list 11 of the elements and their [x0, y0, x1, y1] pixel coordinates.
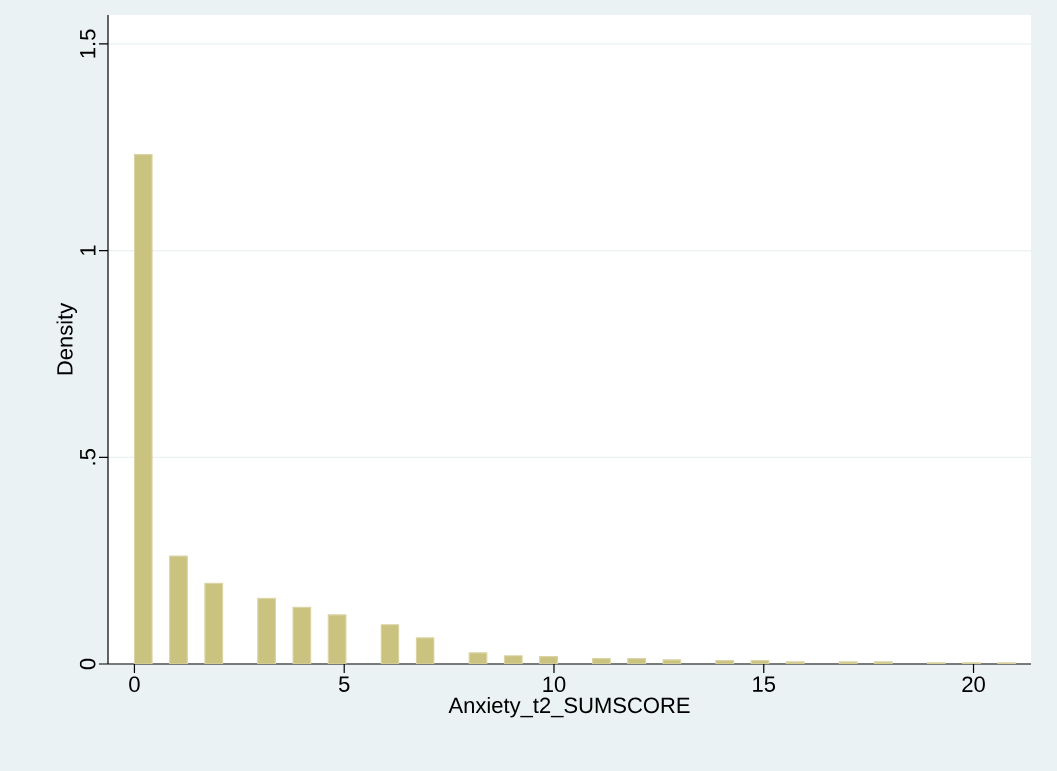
y-tick-label: .5	[80, 449, 96, 465]
x-axis-title: Anxiety_t2_SUMSCORE	[448, 696, 690, 718]
y-tick-label: 1	[80, 245, 96, 256]
x-tick-label: 0	[129, 676, 140, 693]
y-axis-title: Density	[56, 302, 78, 375]
y-tick-label: 1.5	[80, 29, 96, 58]
x-tick-label: 5	[338, 676, 350, 692]
x-tick-label: 20	[962, 676, 985, 693]
x-tick-label: 10	[543, 676, 566, 693]
x-tick-label: 15	[753, 676, 776, 692]
y-tick-label: 0	[79, 658, 96, 670]
